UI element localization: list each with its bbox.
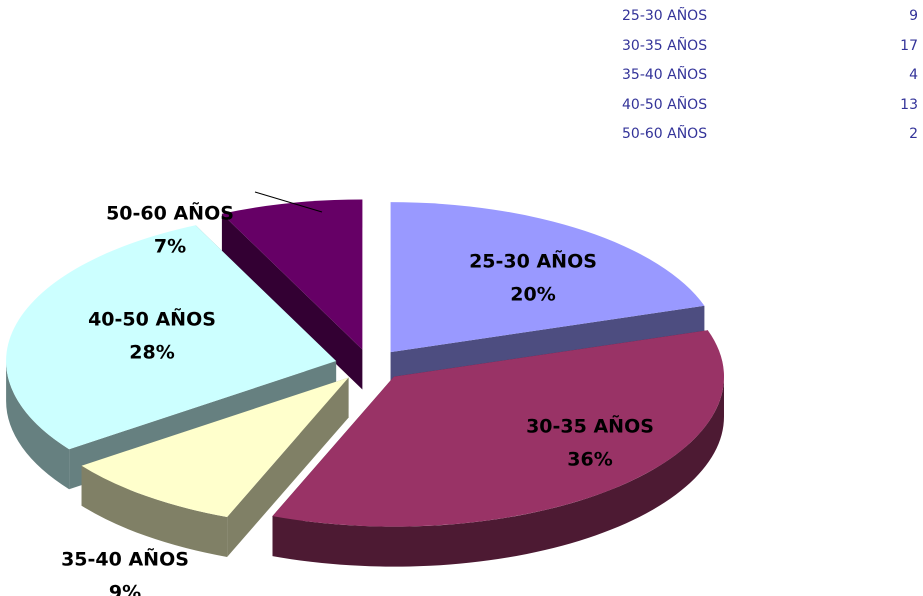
slice-top [81,377,349,517]
data-label-value: 36% [567,449,612,471]
slice-wall [272,376,724,567]
table-row: 25-30 AÑOS 9 [622,8,918,38]
table-value: 9 [909,8,918,24]
slice-wall [81,465,228,557]
data-label-name: 30-35 AÑOS [526,414,654,438]
data-label-value: 9% [109,582,141,596]
data-label-value: 20% [510,284,555,306]
table-label: 35-40 AÑOS [622,67,708,83]
slice [221,199,363,390]
data-label-value: 28% [129,342,174,364]
data-table: 25-30 AÑOS 9 30-35 AÑOS 17 35-40 AÑOS 4 40-50 … [622,8,918,156]
table-label: 40-50 AÑOS [622,96,708,113]
data-label-name: 35-40 AÑOS [61,547,189,571]
slice-top [221,199,363,350]
data-label-name: 50-60 AÑOS [106,201,234,225]
table-value: 4 [909,67,918,83]
table-value: 13 [900,96,918,113]
leader-line [254,191,323,213]
table-label: 25-30 AÑOS [622,8,708,24]
table-row: 40-50 AÑOS 13 [622,97,918,127]
slice-top [390,202,705,353]
slice [272,330,725,567]
data-label-name: 25-30 AÑOS [469,249,597,273]
data-labels: 25-30 AÑOS 20% 30-35 AÑOS 36% 35-40 AÑOS 9% 40… [61,201,654,596]
slice [81,377,349,557]
table-value: 17 [900,37,918,54]
data-label-name: 40-50 AÑOS [88,307,216,331]
table-row: 50-60 AÑOS 2 [622,126,918,156]
table-row: 30-35 AÑOS 17 [622,38,918,68]
slice-side [221,213,363,390]
data-label-value: 7% [154,236,186,258]
slice-top [6,225,337,450]
table-value: 2 [909,126,918,142]
slice-wall [6,361,70,490]
table-label: 30-35 AÑOS [622,37,708,54]
slice-top [272,330,725,527]
table-label: 50-60 AÑOS [622,126,708,142]
table-row: 35-40 AÑOS 4 [622,67,918,97]
pie [6,199,725,567]
